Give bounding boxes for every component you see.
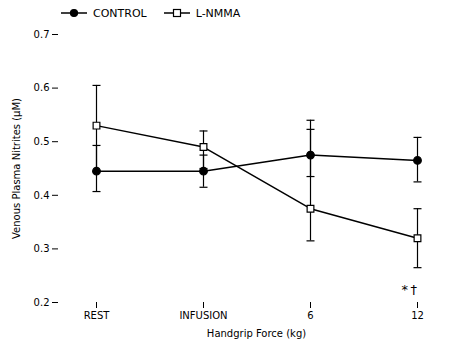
svg-text:0.5: 0.5 [34, 136, 50, 147]
svg-text:REST: REST [84, 310, 111, 321]
svg-text:0.6: 0.6 [34, 82, 50, 93]
svg-text:6: 6 [307, 310, 313, 321]
svg-text:12: 12 [411, 310, 424, 321]
svg-text:0.4: 0.4 [34, 190, 50, 201]
html-text:CONTROL: CONTROL [93, 6, 147, 20]
svg-text:Venous Plasma Nitrites (μM): Venous Plasma Nitrites (μM) [11, 98, 22, 239]
svg-text:0.7: 0.7 [34, 29, 50, 40]
html-text:L-NMMA: L-NMMA [195, 6, 241, 20]
svg-text:Handgrip Force (kg): Handgrip Force (kg) [207, 328, 306, 339]
svg-text:0.2: 0.2 [34, 297, 50, 308]
svg-text:INFUSION: INFUSION [179, 310, 227, 321]
svg-text:0.3: 0.3 [34, 243, 50, 254]
svg-text:*: * [402, 282, 409, 297]
svg-text:†: † [411, 282, 418, 297]
